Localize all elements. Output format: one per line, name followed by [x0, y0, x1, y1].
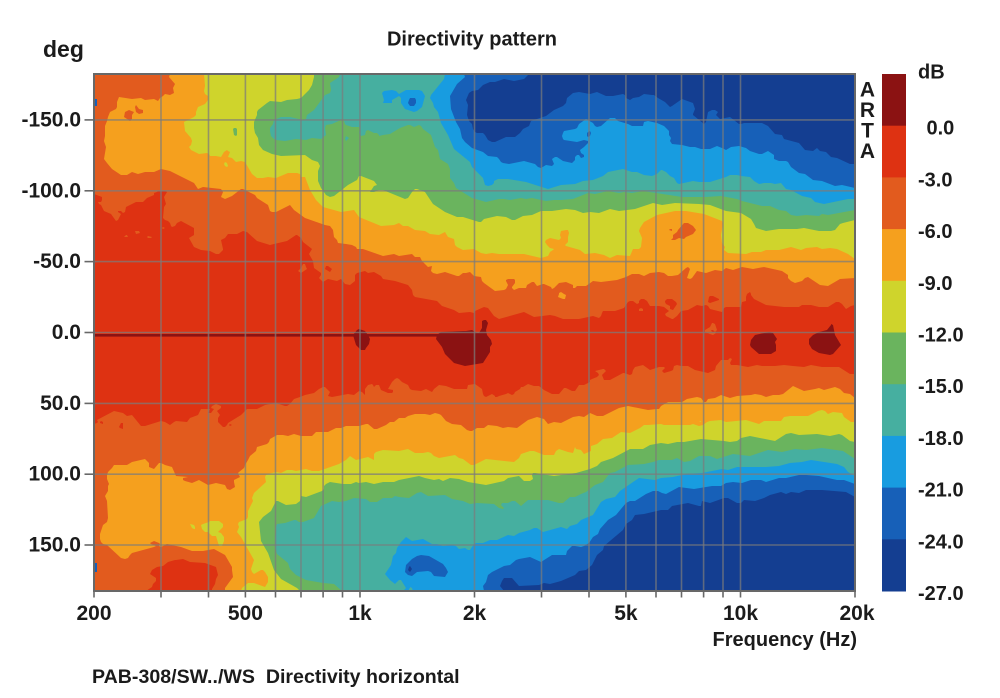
svg-text:-15.0: -15.0: [918, 376, 964, 398]
svg-text:Frequency (Hz): Frequency (Hz): [713, 629, 857, 651]
svg-text:deg: deg: [43, 36, 84, 62]
svg-text:2k: 2k: [463, 602, 487, 625]
svg-text:-100.0: -100.0: [21, 179, 81, 202]
svg-text:-9.0: -9.0: [918, 273, 952, 295]
svg-text:-50.0: -50.0: [33, 250, 81, 273]
svg-text:A: A: [860, 140, 875, 163]
svg-text:-150.0: -150.0: [21, 108, 81, 131]
svg-text:PAB-308/SW../WS Directivity h: PAB-308/SW../WS Directivity horizontal: [92, 666, 460, 688]
svg-text:-6.0: -6.0: [918, 221, 952, 243]
svg-text:-12.0: -12.0: [918, 325, 964, 347]
svg-text:R: R: [860, 99, 875, 122]
svg-text:Directivity pattern: Directivity pattern: [387, 29, 557, 51]
svg-text:500: 500: [228, 602, 263, 625]
svg-text:150.0: 150.0: [28, 534, 81, 557]
svg-text:100.0: 100.0: [28, 463, 81, 486]
svg-text:T: T: [861, 120, 874, 143]
svg-text:5k: 5k: [614, 602, 638, 625]
svg-text:0.0: 0.0: [52, 321, 81, 344]
svg-text:-27.0: -27.0: [918, 583, 964, 605]
svg-text:-3.0: -3.0: [918, 169, 952, 191]
svg-text:-18.0: -18.0: [918, 428, 964, 450]
svg-text:10k: 10k: [723, 602, 758, 625]
svg-text:dB: dB: [918, 62, 945, 84]
svg-text:20k: 20k: [839, 602, 874, 625]
svg-text:200: 200: [76, 602, 111, 625]
svg-text:0.0: 0.0: [927, 118, 955, 140]
svg-text:-24.0: -24.0: [918, 531, 964, 553]
svg-text:-21.0: -21.0: [918, 480, 964, 502]
svg-text:A: A: [860, 79, 875, 102]
svg-text:50.0: 50.0: [40, 392, 81, 415]
svg-text:1k: 1k: [348, 602, 372, 625]
